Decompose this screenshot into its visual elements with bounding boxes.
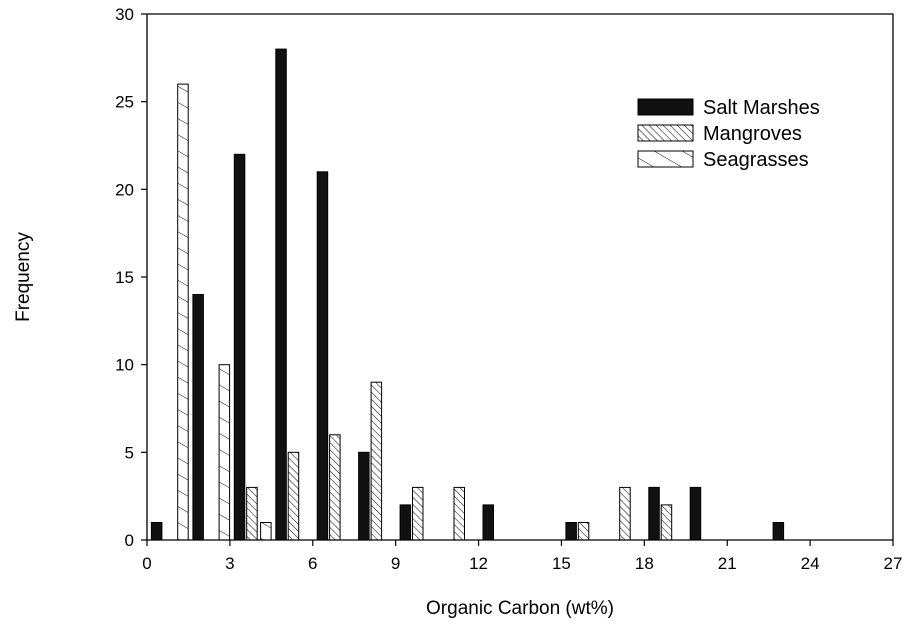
x-tick-label-7: 21 bbox=[718, 554, 737, 573]
x-tick-label-4: 12 bbox=[469, 554, 488, 573]
y-axis-title: Frequency bbox=[13, 232, 34, 322]
bar-salt-marshes-5 bbox=[358, 451, 370, 541]
bar-mangroves-6 bbox=[577, 522, 590, 541]
bar-salt-marshes-1 bbox=[192, 294, 204, 541]
y-tick-label-6: 30 bbox=[115, 5, 134, 24]
bar-salt-marshes-10 bbox=[689, 486, 702, 541]
y-tick-label-3: 15 bbox=[115, 268, 134, 287]
y-tick-label-2: 10 bbox=[115, 356, 134, 375]
bar-mangroves-1 bbox=[287, 451, 300, 541]
bar-salt-marshes-8 bbox=[565, 522, 577, 541]
y-tick-label-0: 0 bbox=[125, 531, 134, 550]
x-axis-title: Organic Carbon (wt%) bbox=[426, 598, 614, 619]
bar-mangroves-5 bbox=[453, 486, 465, 541]
legend-swatch-salt-marshes bbox=[637, 98, 694, 116]
x-tick-label-0: 0 bbox=[142, 554, 151, 573]
bar-mangroves-0 bbox=[246, 486, 258, 541]
bar-salt-marshes-9 bbox=[648, 486, 660, 541]
x-tick-label-8: 24 bbox=[801, 554, 820, 573]
x-tick-label-1: 3 bbox=[225, 554, 234, 573]
bar-mangroves-2 bbox=[329, 434, 341, 541]
bar-salt-marshes-4 bbox=[316, 171, 329, 541]
bar-salt-marshes-0 bbox=[150, 522, 163, 541]
y-tick-label-1: 5 bbox=[125, 443, 134, 462]
bar-seagrasses-1 bbox=[218, 364, 231, 541]
x-tick-label-9: 27 bbox=[884, 554, 903, 573]
bar-seagrasses-0 bbox=[177, 83, 189, 541]
bars-layer bbox=[150, 48, 785, 541]
legend-label-mangroves: Mangroves bbox=[703, 123, 802, 145]
x-tick-label-5: 15 bbox=[552, 554, 571, 573]
bar-salt-marshes-3 bbox=[275, 48, 287, 541]
legend-label-seagrasses: Seagrasses bbox=[703, 149, 809, 171]
legend-swatch-mangroves bbox=[637, 124, 694, 142]
legend-swatch-seagrasses bbox=[637, 150, 694, 168]
legend: Salt Marshes Mangroves Seagrasses bbox=[637, 97, 820, 171]
y-ticks: 0 5 10 15 20 25 30 bbox=[115, 5, 147, 550]
bar-salt-marshes-6 bbox=[399, 504, 412, 541]
bar-salt-marshes-7 bbox=[482, 504, 494, 541]
bar-mangroves-7 bbox=[619, 486, 631, 541]
y-tick-label-4: 20 bbox=[115, 180, 134, 199]
bar-salt-marshes-2 bbox=[233, 153, 246, 541]
x-ticks: 0 3 6 9 12 15 18 21 24 27 bbox=[142, 540, 902, 573]
bar-mangroves-3 bbox=[370, 381, 383, 541]
axes bbox=[146, 13, 894, 541]
bar-mangroves-4 bbox=[412, 486, 424, 541]
x-tick-label-6: 18 bbox=[635, 554, 654, 573]
x-tick-label-3: 9 bbox=[391, 554, 400, 573]
x-tick-label-2: 6 bbox=[308, 554, 317, 573]
y-tick-label-5: 25 bbox=[115, 93, 134, 112]
bar-salt-marshes-11 bbox=[772, 522, 785, 541]
legend-label-salt-marshes: Salt Marshes bbox=[703, 97, 820, 119]
bar-mangroves-8 bbox=[660, 504, 673, 541]
bar-seagrasses-2 bbox=[260, 522, 272, 541]
